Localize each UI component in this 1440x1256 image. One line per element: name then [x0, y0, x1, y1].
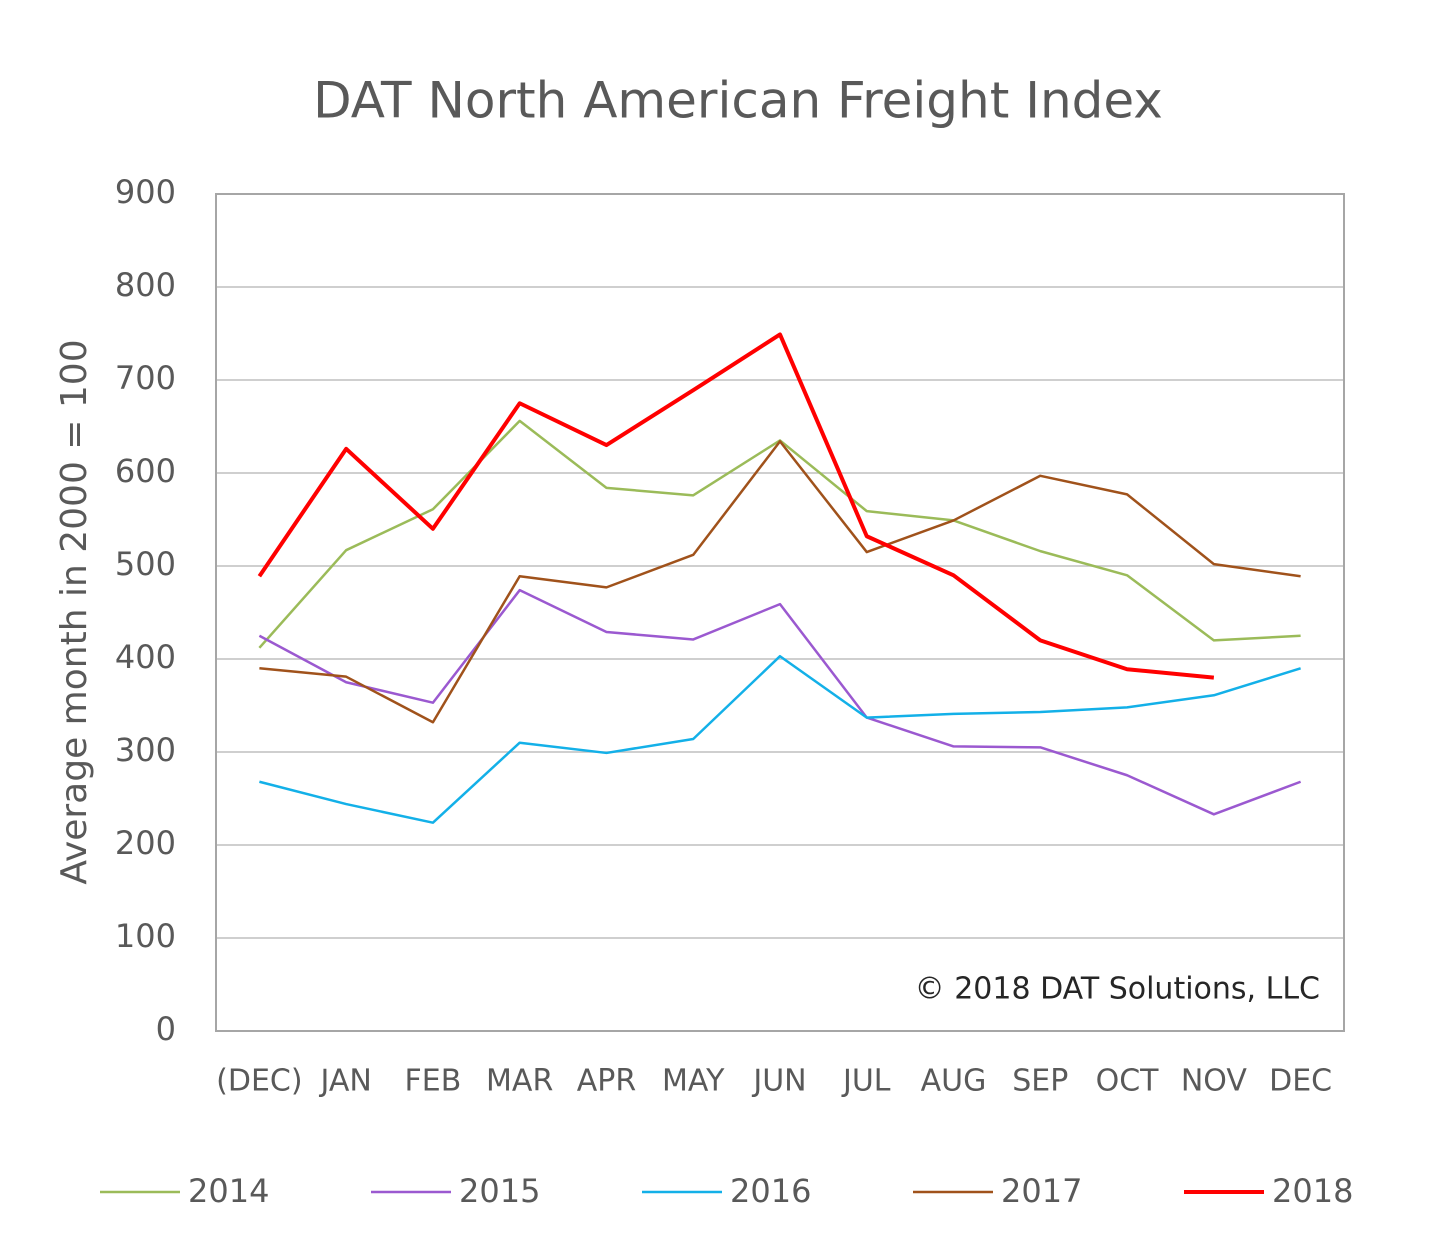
legend-label: 2014 [188, 1172, 269, 1210]
legend-label: 2016 [730, 1172, 811, 1210]
x-tick-label: JUN [751, 1064, 806, 1099]
x-tick-label: NOV [1181, 1064, 1248, 1099]
x-tick-label: FEB [405, 1064, 462, 1099]
y-tick-label: 100 [115, 917, 176, 955]
y-tick-label: 500 [115, 545, 176, 583]
y-tick-label: 200 [115, 824, 176, 862]
chart-title: DAT North American Freight Index [313, 72, 1163, 130]
x-tick-label: DEC [1269, 1064, 1332, 1099]
series-line [259, 654, 1301, 824]
y-axis-label: Average month in 2000 = 100 [54, 339, 95, 884]
x-tick-label: OCT [1096, 1064, 1160, 1099]
x-tick-label: AUG [921, 1064, 987, 1099]
x-tick-label: SEP [1012, 1064, 1068, 1099]
series-line [258, 419, 1301, 649]
y-tick-label: 0 [156, 1010, 176, 1048]
annotation: © 2018 DAT Solutions, LLC [915, 972, 1320, 1007]
series-line [259, 440, 1301, 724]
x-tick-label: JAN [319, 1064, 372, 1099]
plot-border [215, 193, 1345, 1032]
series-line [258, 588, 1302, 816]
y-tick-label: 600 [115, 452, 176, 490]
y-tick-label: 700 [115, 359, 176, 397]
x-tick-label: MAR [486, 1064, 553, 1099]
legend-label: 2017 [1001, 1172, 1082, 1210]
legend-label: 2018 [1272, 1172, 1353, 1210]
x-tick-label: (DEC) [216, 1064, 302, 1099]
x-tick-label: APR [577, 1064, 636, 1099]
x-tick-label: JUL [841, 1064, 891, 1099]
series-line [257, 332, 1215, 680]
y-tick-label: 900 [115, 173, 176, 211]
legend-label: 2015 [459, 1172, 540, 1210]
y-tick-label: 400 [115, 638, 176, 676]
y-tick-label: 300 [115, 731, 176, 769]
x-tick-label: MAY [662, 1064, 725, 1099]
y-tick-label: 800 [115, 266, 176, 304]
